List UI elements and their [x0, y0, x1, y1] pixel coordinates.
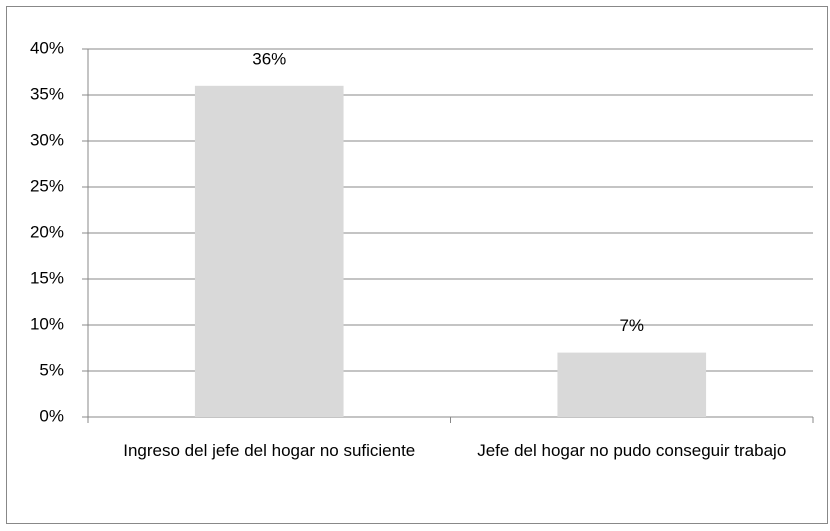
bar	[557, 352, 707, 417]
bar	[194, 85, 344, 418]
y-tick-label: 0%	[39, 406, 64, 425]
y-tick-label: 25%	[30, 176, 64, 195]
y-tick-label: 35%	[30, 84, 64, 103]
y-tick-label: 5%	[39, 360, 64, 379]
y-tick-label: 40%	[30, 38, 64, 57]
y-tick-label: 20%	[30, 222, 64, 241]
y-tick-label: 30%	[30, 130, 64, 149]
y-tick-label: 15%	[30, 268, 64, 287]
data-label: 36%	[252, 49, 286, 68]
x-tick-label: Jefe del hogar no pudo conseguir trabajo	[477, 441, 787, 460]
data-label: 7%	[619, 316, 644, 335]
x-tick-label: Ingreso del jefe del hogar no suficiente	[123, 441, 416, 460]
chart-border	[6, 6, 828, 524]
y-tick-label: 10%	[30, 314, 64, 333]
